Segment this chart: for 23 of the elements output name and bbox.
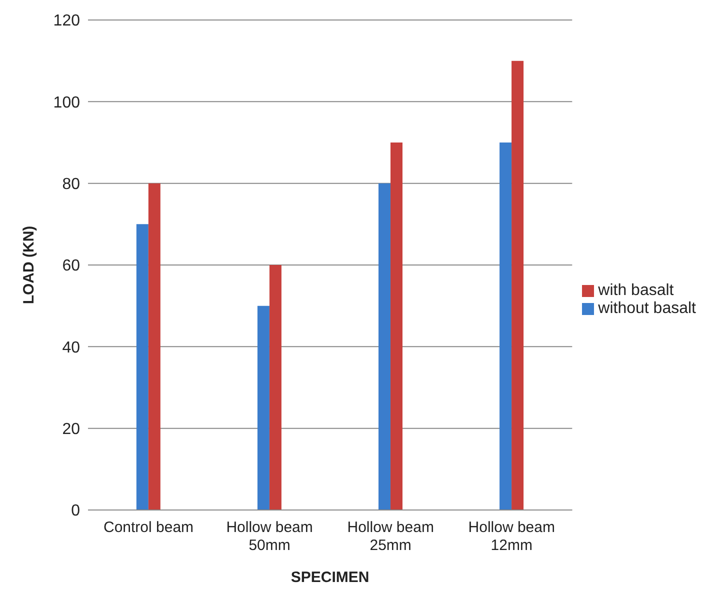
bar xyxy=(512,60,524,510)
y-tick-label: 80 xyxy=(62,176,80,194)
y-tick-label: 100 xyxy=(53,94,80,112)
x-tick-label: Hollow beam 25mm xyxy=(347,519,434,554)
bar xyxy=(257,306,270,510)
x-tick-label: Hollow beam 12mm xyxy=(468,519,555,554)
bar xyxy=(390,142,402,510)
bar xyxy=(500,142,512,510)
bar xyxy=(148,183,160,510)
x-tick-label: Hollow beam 50mm xyxy=(226,519,313,554)
y-tick-label: 40 xyxy=(62,339,80,356)
legend-label: without basalt xyxy=(598,300,696,317)
y-tick-label: 0 xyxy=(71,502,80,520)
y-tick-label: 120 xyxy=(53,12,80,30)
y-tick-label: 60 xyxy=(62,258,80,275)
bar xyxy=(269,265,282,510)
bar xyxy=(136,224,148,510)
y-axis-title: LOAD (KN) xyxy=(20,226,38,304)
x-axis-title: SPECIMEN xyxy=(290,569,370,586)
x-tick-label: Control beam xyxy=(103,519,194,536)
legend-label: with basalt xyxy=(598,282,674,299)
bar xyxy=(378,183,390,510)
y-tick-label: 20 xyxy=(62,421,80,438)
